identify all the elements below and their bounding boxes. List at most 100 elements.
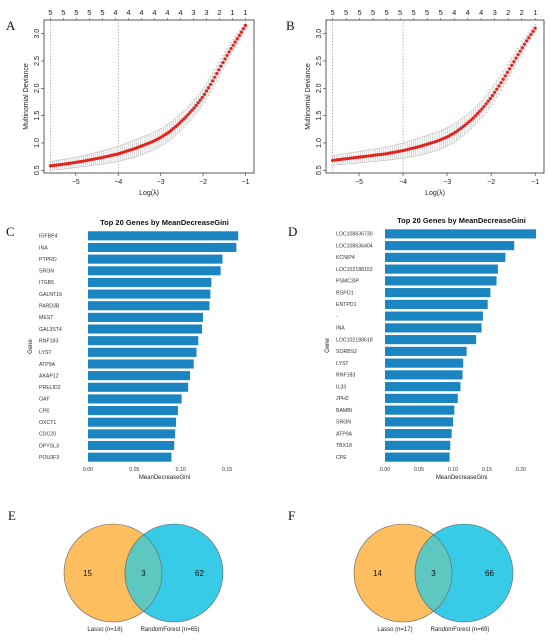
- gini-bar: [385, 288, 491, 298]
- deviance-point: [527, 36, 531, 40]
- deviance-point: [518, 49, 522, 53]
- plot-frame: [43, 19, 255, 174]
- gene-label: TBX18: [336, 443, 352, 449]
- panel-letter-f: F: [288, 508, 295, 523]
- top-df-label: 2: [506, 8, 510, 17]
- top-df-label: 5: [385, 8, 389, 17]
- top-df-label: 4: [165, 8, 169, 17]
- gene-label: AKAP12: [39, 373, 59, 379]
- panel-letter-d: D: [288, 224, 297, 239]
- deviance-point: [488, 96, 493, 101]
- lasso-cv-plot-a: −5 −4 −3 −2 −10.51.01.52.02.53.05 5 5 5 5 4 4 4 4 4 4 3…: [23, 8, 255, 197]
- gini-bar: [385, 440, 451, 450]
- gini-bar: [385, 311, 483, 321]
- deviance-point: [243, 23, 248, 28]
- venn-diagram-e: 15 3 62 Lasso (n=18) RandomForest (n=65): [63, 523, 224, 633]
- deviance-point: [176, 123, 180, 127]
- y-tick-label: 1.0: [316, 138, 323, 148]
- deviance-point: [204, 89, 209, 93]
- deviance-point: [531, 29, 535, 33]
- gini-bar: [88, 394, 182, 404]
- x-tick-label: 0.05: [129, 467, 139, 473]
- deviance-point: [231, 43, 235, 47]
- y-axis-label: Multinomial Deviance: [23, 63, 30, 130]
- deviance-point: [497, 84, 501, 88]
- deviance-point: [227, 50, 231, 54]
- deviance-point: [533, 26, 537, 30]
- deviance-point: [180, 119, 184, 123]
- deviance-point: [508, 67, 512, 71]
- gini-bar: [385, 229, 536, 239]
- gene-label: PARD3B: [39, 304, 60, 310]
- gini-bar: [88, 289, 211, 299]
- top-df-label: 5: [398, 8, 402, 17]
- deviance-point: [482, 104, 486, 109]
- y-tick-label: 1.0: [34, 138, 41, 148]
- y-tick-label: 3.0: [316, 29, 323, 39]
- venn-count-lasso-only: 14: [373, 569, 382, 578]
- gene-label: LYST: [336, 361, 349, 367]
- x-axis-label: Log(λ): [425, 190, 445, 197]
- gene-label: INA: [39, 245, 48, 251]
- top-df-label: 4: [152, 8, 156, 17]
- deviance-point: [200, 95, 204, 100]
- gene-label: SRGN: [39, 269, 54, 275]
- bar-chart-title: Top 20 Genes by MeanDecreaseGini: [397, 216, 526, 225]
- gini-bar-chart-d: Top 20 Genes by MeanDecreaseGini LOC10863…: [325, 216, 536, 481]
- x-tick-label: −4: [399, 179, 407, 186]
- panel-letter-e: E: [8, 508, 16, 523]
- gini-bar: [385, 429, 452, 439]
- gene-label: OAF: [39, 397, 50, 403]
- gini-bar: [88, 301, 210, 311]
- top-df-label: 4: [139, 8, 143, 17]
- gene-label: MEST: [39, 315, 54, 321]
- x-tick-label: 0.10: [448, 467, 458, 473]
- gini-bar: [88, 359, 194, 369]
- gini-bar: [385, 358, 464, 368]
- top-df-label: 5: [412, 8, 416, 17]
- gini-bar: [88, 371, 190, 381]
- gini-bar: [385, 346, 467, 356]
- gene-label: ENTPD1: [336, 302, 357, 308]
- top-df-label: 5: [87, 8, 91, 17]
- y-tick-label: 2.0: [34, 83, 41, 93]
- y-tick-label: 1.5: [316, 111, 323, 121]
- deviance-point: [484, 102, 488, 106]
- gini-bar: [385, 393, 458, 403]
- deviance-point: [471, 116, 475, 120]
- top-df-label: 5: [439, 8, 443, 17]
- top-df-label: 2: [217, 8, 221, 17]
- deviance-point: [225, 53, 229, 58]
- gini-bar: [88, 440, 175, 451]
- top-df-label: 3: [204, 8, 208, 17]
- deviance-point: [215, 71, 219, 76]
- gene-label: BAMBI: [336, 408, 352, 414]
- gini-bar: [88, 452, 172, 462]
- x-tick-label: −1: [531, 179, 539, 186]
- deviance-point: [194, 103, 198, 107]
- x-tick-label: −3: [443, 179, 451, 186]
- venn-label-lasso: Lasso (n=18): [87, 627, 122, 633]
- panel-letter-c: C: [6, 224, 15, 239]
- y-tick-label: 2.5: [316, 56, 323, 66]
- x-tick-label: 0.00: [83, 467, 93, 473]
- gini-bar: [88, 406, 178, 416]
- deviance-point: [465, 121, 469, 126]
- deviance-point: [237, 33, 241, 37]
- deviance-point: [219, 64, 223, 68]
- x-tick-label: −5: [355, 179, 363, 186]
- top-df-label: 5: [358, 8, 362, 17]
- gene-label: GALNT16: [39, 292, 62, 298]
- y-tick-label: 2.5: [34, 56, 41, 66]
- deviance-point: [198, 98, 202, 102]
- deviance-point: [529, 32, 533, 37]
- x-tick-label: 0.00: [380, 467, 390, 473]
- x-tick-label: −2: [199, 179, 207, 186]
- gini-bar: [385, 370, 463, 380]
- top-df-label: 5: [74, 8, 78, 17]
- x-axis-label: MeanDecreaseGini: [139, 475, 190, 481]
- deviance-point: [235, 37, 239, 41]
- x-tick-label: −1: [242, 179, 250, 186]
- x-tick-label: −2: [487, 179, 495, 186]
- gene-label: GAL3ST4: [39, 327, 62, 333]
